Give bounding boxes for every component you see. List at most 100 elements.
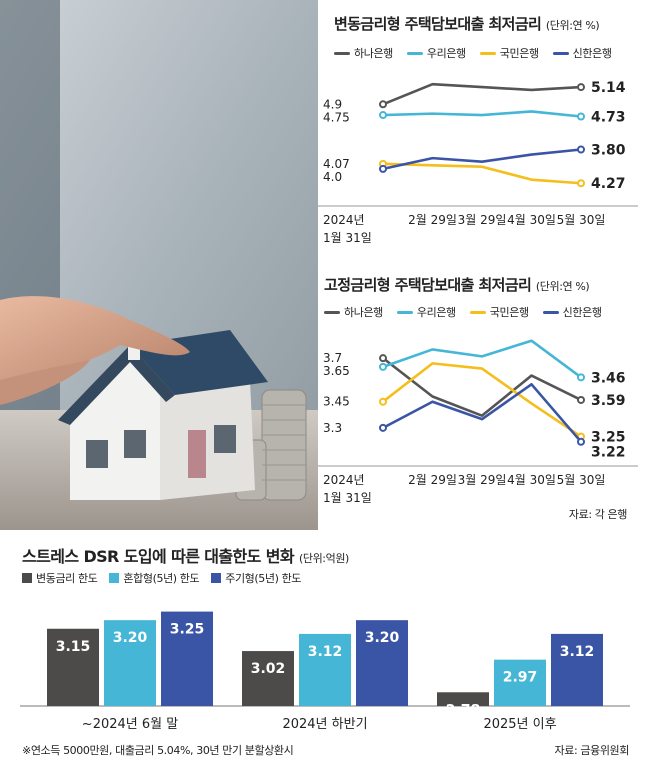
bar-value-label: 3.15 [56,639,91,655]
legend-swatch [109,573,120,583]
legend-swatch [469,310,486,314]
start-value-label: 4.0 [323,170,342,184]
bar [356,620,408,706]
legend-label: 변동금리 한도 [36,572,98,585]
bar [104,620,156,706]
end-value-label: 3.22 [591,445,626,461]
legend-swatch [396,310,413,314]
legend-item-hana: 하나은행 [324,304,383,320]
source-bottom: 자료: 금융위원회 [554,744,630,757]
x-tick-label: 3월 29일 [458,473,507,487]
legend-swatch [406,51,423,55]
chart1-title: 변동금리형 주택담보대출 최저금리 (단위:연 %) [334,13,600,34]
chart3-unit: (단위:억원) [298,552,349,565]
bar [437,692,489,706]
end-value-label: 5.14 [591,80,626,96]
x-tick-label: 4월 30일 [507,213,556,227]
chart3-legend: 변동금리 한도 혼합형(5년) 한도 주기형(5년) 한도 [22,570,301,586]
chart3-title: 스트레스 DSR 도입에 따른 대출한도 변화 (단위:억원) [22,543,349,567]
end-value-label: 3.80 [591,143,626,159]
legend-label: 우리은행 [426,47,466,60]
x-tick-label: 2024년 [323,473,365,487]
fixed-rate-chart: 3.73.65 3.45 3.3 3.46 3.59 3.253.22 2024년 1월 31… [318,339,638,505]
series-line-woori [382,339,582,379]
x-tick-label: 3월 29일 [458,213,507,227]
start-value-label: 3.7 [323,351,342,365]
data-point [577,83,585,92]
legend-label: 국민은행 [489,306,529,319]
legend-item-woori: 우리은행 [396,304,456,320]
bar [299,633,351,706]
bar-value-label: 2.78 [446,702,481,718]
legend-swatch [334,51,350,55]
legend-item-periodic: 주기형(5년) 한도 [211,570,301,586]
loan-limit-bar-chart: 3.15 3.20 3.25 ~2024년 6월 말 3.02 3.12 3.20 2024년… [20,611,630,732]
x-tick-label: 4월 30일 [507,473,556,487]
x-tick-label: 1월 31일 [323,231,372,245]
x-tick-label: 5월 30일 [557,213,606,227]
data-point [577,395,585,404]
category-label: 2024년 하반기 [282,717,367,732]
legend-swatch [552,51,569,55]
legend-item-shinhan: 신한은행 [552,45,612,61]
bar-value-label: 3.20 [113,630,148,646]
data-point [379,354,387,363]
legend-label: 신한은행 [572,47,612,60]
series-line-kookmin [382,362,582,438]
bar-value-label: 3.12 [560,644,595,660]
series-line-kookmin [382,162,582,185]
series-line-hana [382,82,582,106]
chart2-title: 고정금리형 주택담보대출 최저금리 (단위:연 %) [324,274,590,295]
category-label: ~2024년 6월 말 [82,717,178,732]
legend-label: 국민은행 [499,47,539,60]
data-point [577,437,585,446]
legend-label: 우리은행 [416,306,456,319]
source-top: 자료: 각 은행 [568,508,628,521]
bar-value-label: 3.25 [170,622,205,638]
legend-item-hana: 하나은행 [334,45,393,61]
legend-label: 하나은행 [344,306,383,319]
series-line-shinhan [382,382,582,443]
start-value-label: 4.07 [323,157,350,171]
series-line-hana [382,357,582,417]
category-label: 2025년 이후 [483,717,556,732]
x-tick-label: 2월 29일 [408,213,457,227]
legend-swatch [479,51,496,55]
bar-value-label: 3.20 [365,630,400,646]
start-value-label: 3.45 [323,395,350,409]
legend-swatch [22,573,32,583]
legend-label: 주기형(5년) 한도 [225,572,302,585]
footnote: ※연소득 5000만원, 대출금리 5.04%, 30년 만기 분할상환시 [22,744,294,757]
house-photo-svg [0,0,318,530]
data-point [577,373,585,382]
data-point [577,145,585,154]
house-model-photo [0,0,318,530]
bar [494,659,546,706]
chart1-title-text: 변동금리형 주택담보대출 최저금리 [334,15,542,33]
data-point [577,179,585,188]
legend-item-mixed: 혼합형(5년) 한도 [109,570,200,586]
data-point [379,164,387,173]
data-point [379,362,387,371]
legend-swatch [211,573,222,583]
chart1-unit: (단위:연 %) [545,19,600,32]
series-line-woori [382,110,582,118]
end-value-label: 4.73 [591,109,626,125]
end-value-label: 3.25 [591,430,626,446]
chart2-title-text: 고정금리형 주택담보대출 최저금리 [324,276,532,294]
chart3-title-text: 스트레스 DSR 도입에 따른 대출한도 변화 [22,547,295,566]
data-point [379,100,387,109]
end-value-label: 3.46 [591,370,626,386]
bar [242,651,294,706]
x-tick-label: 1월 31일 [323,491,372,505]
chart1-legend: 하나은행 우리은행 국민은행 신한은행 [334,45,612,61]
x-tick-label: 2월 29일 [408,473,457,487]
start-value-label: 4.9 [323,97,342,111]
data-point [379,423,387,432]
legend-item-kookmin: 국민은행 [479,45,539,61]
legend-swatch [324,310,340,314]
data-point [577,112,585,121]
bar [551,633,603,706]
legend-item-woori: 우리은행 [406,45,466,61]
chart2-unit: (단위:연 %) [535,280,590,293]
